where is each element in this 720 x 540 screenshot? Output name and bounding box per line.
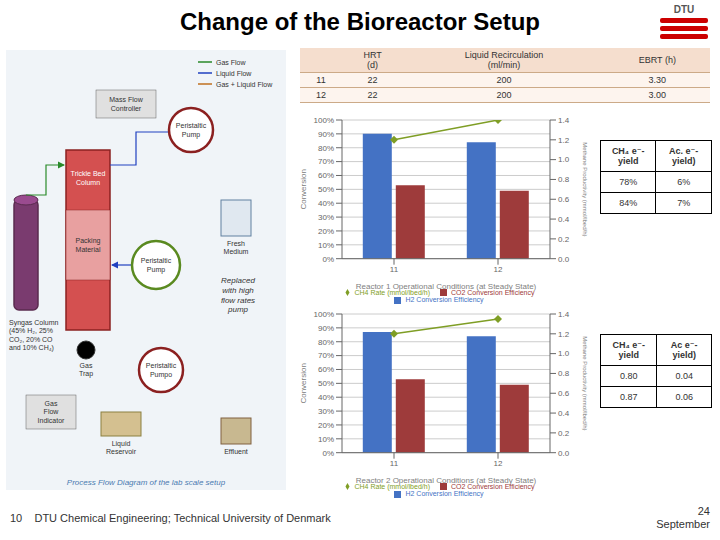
svg-text:12: 12: [494, 459, 503, 468]
svg-text:0.8: 0.8: [558, 175, 570, 184]
svg-text:GasTrap: GasTrap: [79, 362, 93, 378]
svg-text:1.4: 1.4: [558, 310, 570, 319]
svg-text:Reactor 1 Operational Conditio: Reactor 1 Operational Conditions (at Ste…: [356, 282, 537, 291]
svg-text:Conversion: Conversion: [299, 363, 308, 403]
svg-text:Methane Productivity (mmol/lbe: Methane Productivity (mmol/lbed/h): [582, 336, 588, 430]
svg-text:11: 11: [390, 459, 399, 468]
svg-text:1.0: 1.0: [558, 155, 570, 164]
svg-text:90%: 90%: [318, 130, 334, 139]
svg-text:Trickle BedColumn: Trickle BedColumn: [71, 170, 106, 185]
svg-text:90%: 90%: [318, 324, 334, 333]
svg-text:80%: 80%: [318, 338, 334, 347]
svg-text:PeristalticPumpo: PeristalticPumpo: [146, 362, 177, 378]
svg-text:Methane Productivity (mmol/lbe: Methane Productivity (mmol/lbed/h): [582, 142, 588, 236]
svg-text:30%: 30%: [318, 213, 334, 222]
svg-text:10%: 10%: [318, 435, 334, 444]
svg-text:60%: 60%: [318, 365, 334, 374]
svg-text:Reactor 2 Operational Conditio: Reactor 2 Operational Conditions (at Ste…: [356, 476, 537, 485]
svg-text:60%: 60%: [318, 171, 334, 180]
svg-text:0.0: 0.0: [558, 449, 570, 458]
svg-text:80%: 80%: [318, 144, 334, 153]
svg-text:Conversion: Conversion: [299, 169, 308, 209]
svg-text:1.2: 1.2: [558, 330, 570, 339]
svg-text:Gas + Liquid Flow: Gas + Liquid Flow: [216, 81, 273, 89]
svg-text:Syngas Column(45% H₂, 25%CO₂,: Syngas Column(45% H₂, 25%CO₂, 20% COand …: [9, 319, 59, 352]
svg-text:PeristalticPump: PeristalticPump: [141, 257, 172, 273]
svg-text:50%: 50%: [318, 185, 334, 194]
svg-text:0.4: 0.4: [558, 409, 570, 418]
svg-text:FreshMedium: FreshMedium: [224, 240, 249, 255]
svg-text:40%: 40%: [318, 393, 334, 402]
svg-text:0.8: 0.8: [558, 369, 570, 378]
svg-text:Gas Flow: Gas Flow: [216, 59, 247, 66]
svg-text:0.0: 0.0: [558, 255, 570, 264]
svg-text:100%: 100%: [314, 310, 334, 319]
svg-text:50%: 50%: [318, 379, 334, 388]
svg-text:70%: 70%: [318, 157, 334, 166]
svg-text:PackingMaterial: PackingMaterial: [76, 237, 101, 252]
svg-text:20%: 20%: [318, 421, 334, 430]
svg-text:12: 12: [494, 265, 503, 274]
svg-text:0.6: 0.6: [558, 195, 570, 204]
svg-text:10%: 10%: [318, 241, 334, 250]
svg-text:11: 11: [390, 265, 399, 274]
svg-text:0.4: 0.4: [558, 215, 570, 224]
svg-text:20%: 20%: [318, 227, 334, 236]
svg-text:40%: 40%: [318, 199, 334, 208]
svg-text:0.6: 0.6: [558, 389, 570, 398]
svg-text:PeristalticPump: PeristalticPump: [176, 122, 207, 138]
svg-text:1.2: 1.2: [558, 136, 570, 145]
svg-text:Replacedwith highflow ratespum: Replacedwith highflow ratespump: [221, 276, 256, 314]
svg-text:Process Flow Diagram of the la: Process Flow Diagram of the lab scale se…: [67, 478, 226, 487]
svg-text:Liquid Flow: Liquid Flow: [216, 70, 252, 78]
svg-text:GasFlowIndicator: GasFlowIndicator: [38, 400, 66, 424]
svg-text:Effluent: Effluent: [224, 448, 248, 455]
svg-text:1.0: 1.0: [558, 349, 570, 358]
svg-text:LiquidReservoir: LiquidReservoir: [106, 440, 137, 455]
svg-text:Mass FlowController: Mass FlowController: [109, 96, 143, 111]
svg-text:100%: 100%: [314, 116, 334, 125]
svg-text:1.4: 1.4: [558, 116, 570, 125]
svg-text:0.2: 0.2: [558, 429, 570, 438]
svg-text:30%: 30%: [318, 407, 334, 416]
svg-text:70%: 70%: [318, 351, 334, 360]
svg-text:0%: 0%: [322, 449, 334, 458]
svg-text:0%: 0%: [322, 255, 334, 264]
svg-text:0.2: 0.2: [558, 235, 570, 244]
